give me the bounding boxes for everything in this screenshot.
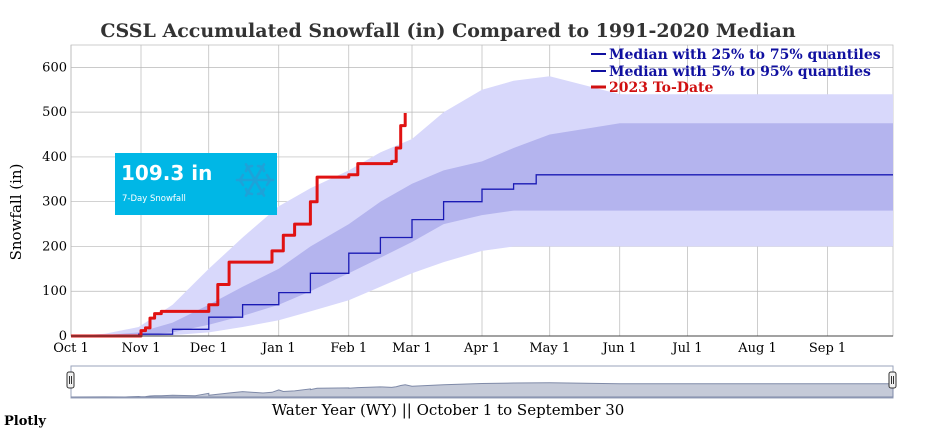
legend-label-2023: 2023 To-Date (609, 80, 713, 96)
x-axis-title: Water Year (WY) || October 1 to Septembe… (272, 401, 625, 419)
legend-label-quantile-25-75: Median with 25% to 75% quantiles (609, 47, 881, 63)
x-tick-label: Oct 1 (53, 341, 89, 356)
range-slider-left-handle[interactable] (66, 371, 75, 389)
badge-value: 109.3 in (121, 161, 212, 185)
x-tick-label: Apr 1 (463, 341, 500, 356)
y-tick-label: 600 (42, 60, 67, 75)
snowflake-icon (235, 163, 275, 197)
range-slider[interactable] (66, 365, 897, 399)
chart-title: CSSL Accumulated Snowfall (in) Compared … (100, 20, 796, 42)
y-axis-title: Snowfall (in) (7, 164, 25, 261)
legend-item-2023[interactable]: 2023 To-Date (591, 80, 713, 96)
seven-day-snowfall-badge: 109.3 in 7-Day Snowfall (115, 153, 277, 215)
x-tick-label: Jun 1 (601, 341, 637, 356)
plot-area[interactable] (70, 44, 894, 338)
current-2023-line (71, 113, 407, 338)
x-tick-label: Feb 1 (330, 341, 367, 356)
y-tick-label: 100 (42, 284, 67, 299)
quantile-25-75-band (71, 123, 893, 336)
legend-item-quantile-25-75[interactable]: Median with 25% to 75% quantiles (591, 47, 881, 63)
x-tick-label: May 1 (529, 341, 570, 356)
x-axis: Oct 1 Nov 1 Dec 1 Jan 1 Feb 1 Mar 1 Apr 1 May 1… (53, 341, 846, 356)
y-axis: 0 100 200 300 400 500 600 (42, 60, 67, 344)
y-tick-label: 300 (42, 195, 67, 210)
y-tick-label: 400 (42, 150, 67, 165)
badge-label: 7-Day Snowfall (122, 194, 186, 204)
x-tick-label: Dec 1 (190, 341, 228, 356)
x-tick-label: Jan 1 (260, 341, 296, 356)
x-tick-label: Nov 1 (122, 341, 161, 356)
x-tick-label: Mar 1 (392, 341, 432, 356)
y-tick-label: 200 (42, 239, 67, 254)
y-tick-label: 0 (59, 329, 67, 344)
plotly-footer-label: Plotly (4, 414, 46, 429)
range-slider-right-handle[interactable] (888, 371, 897, 389)
legend-label-quantile-5-95: Median with 5% to 95% quantiles (609, 64, 871, 80)
range-slider-preview (70, 382, 894, 398)
legend-item-quantile-5-95[interactable]: Median with 5% to 95% quantiles (591, 64, 871, 80)
legend[interactable]: Median with 25% to 75% quantiles Median … (591, 47, 881, 96)
x-tick-label: Aug 1 (737, 341, 777, 356)
y-tick-label: 500 (42, 105, 67, 120)
x-tick-label: Sep 1 (809, 341, 846, 356)
x-tick-label: Jul 1 (670, 341, 702, 356)
median-line (71, 174, 893, 337)
